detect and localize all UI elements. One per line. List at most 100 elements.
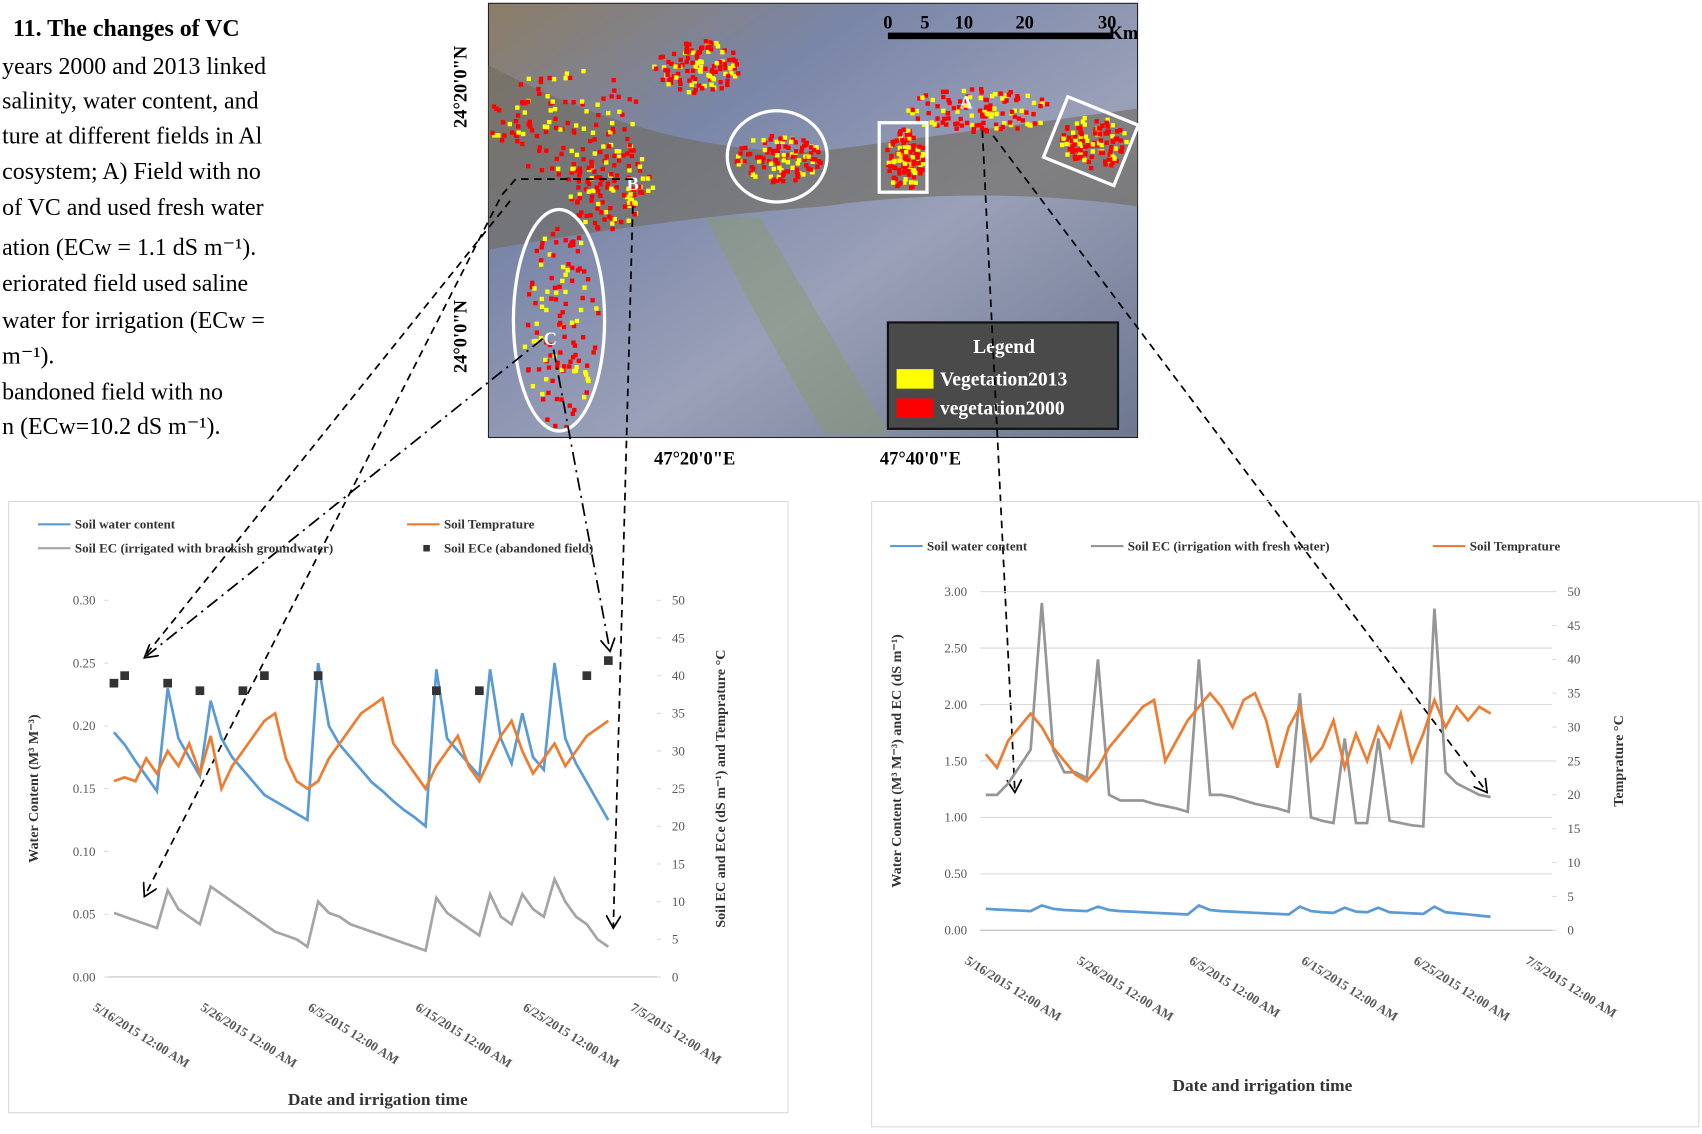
y2-tick-label: 5 — [672, 932, 679, 947]
vegetation-pixel — [993, 122, 999, 127]
vegetation-pixel — [601, 96, 606, 101]
vegetation-pixel — [686, 90, 692, 95]
vegetation-pixel — [888, 164, 893, 169]
vegetation-pixel — [557, 322, 562, 327]
vegetation-pixel — [979, 90, 984, 95]
vegetation-pixel — [567, 75, 573, 81]
x-tick-label: 6/5/2015 12:00 AM — [306, 999, 402, 1067]
vegetation-pixel — [687, 42, 692, 47]
vegetation-pixel — [624, 194, 630, 200]
caption-line: salinity, water content, and — [2, 89, 258, 115]
vegetation-pixel — [677, 78, 682, 83]
vegetation-pixel — [920, 152, 926, 157]
vegetation-pixel — [780, 139, 785, 145]
vegetation-pixel — [895, 183, 900, 189]
vegetation-pixel — [793, 178, 798, 183]
vegetation-pixel — [548, 108, 553, 113]
vegetation-pixel — [561, 324, 567, 330]
map: 24°20'0"N 24°0'0"N 47°20'0"E 47°40'0"E 0 5 10 2… — [451, 2, 1141, 469]
vegetation-pixel — [645, 176, 651, 181]
vegetation-pixel — [906, 145, 911, 150]
vegetation-pixel — [500, 120, 506, 125]
vegetation-pixel — [902, 180, 907, 185]
vegetation-pixel — [583, 219, 588, 225]
y-tick-label: 3.00 — [944, 584, 967, 599]
vegetation-pixel — [616, 154, 622, 160]
data-point — [195, 686, 205, 696]
vegetation-pixel — [703, 38, 709, 44]
vegetation-pixel — [1078, 150, 1083, 155]
vegetation-pixel — [629, 198, 635, 203]
vegetation-pixel — [1074, 121, 1080, 126]
vegetation-pixel — [757, 159, 762, 164]
vegetation-pixel — [610, 126, 616, 132]
vegetation-pixel — [592, 345, 598, 350]
vegetation-pixel — [709, 82, 714, 87]
vegetation-pixel — [961, 88, 967, 94]
vegetation-pixel — [767, 146, 772, 152]
vegetation-pixel — [1067, 147, 1072, 152]
vegetation-pixel — [887, 168, 892, 174]
vegetation-pixel — [885, 147, 890, 153]
vegetation-pixel — [534, 330, 540, 335]
vegetation-pixel — [804, 163, 809, 168]
vegetation-pixel — [994, 111, 999, 117]
vegetation-dots — [490, 38, 1129, 430]
vegetation-pixel — [571, 128, 576, 133]
vegetation-pixel — [560, 310, 565, 315]
legend-label: vegetation2000 — [940, 399, 1065, 420]
vegetation-pixel — [627, 97, 632, 102]
vegetation-pixel — [514, 133, 520, 139]
vegetation-pixel — [494, 106, 499, 111]
y2-axis-title: Soil EC and ECe (dS m⁻¹) and Temprature … — [713, 650, 729, 928]
vegetation-pixel — [568, 194, 574, 199]
vegetation-pixel — [1028, 123, 1033, 128]
vegetation-pixel — [507, 121, 512, 127]
data-point — [238, 686, 248, 696]
vegetation-pixel — [942, 116, 947, 122]
vegetation-pixel — [1073, 148, 1079, 153]
vegetation-pixel — [629, 153, 634, 159]
vegetation-pixel — [693, 76, 698, 82]
vegetation-pixel — [553, 116, 558, 121]
vegetation-pixel — [1007, 120, 1013, 125]
vegetation-pixel — [1120, 145, 1125, 150]
vegetation-pixel — [1093, 131, 1098, 136]
vegetation-pixel — [1072, 154, 1078, 159]
vegetation-pixel — [974, 123, 979, 128]
vegetation-pixel — [536, 367, 542, 372]
vegetation-pixel — [793, 140, 798, 145]
vegetation-pixel — [622, 192, 627, 198]
vegetation-pixel — [816, 149, 821, 155]
vegetation-pixel — [633, 201, 638, 206]
vegetation-pixel — [718, 66, 723, 72]
vegetation-pixel — [536, 86, 541, 92]
vegetation-pixel — [783, 144, 788, 149]
vegetation-pixel — [790, 137, 796, 142]
vegetation-pixel — [799, 145, 805, 151]
vegetation-pixel — [569, 148, 574, 154]
vegetation-pixel — [594, 306, 599, 311]
vegetation-pixel — [693, 87, 698, 93]
vegetation-pixel — [584, 213, 589, 219]
vegetation-pixel — [603, 210, 608, 215]
vegetation-pixel — [1032, 121, 1037, 126]
vegetation-pixel — [569, 278, 575, 283]
vegetation-pixel — [1118, 128, 1123, 133]
vegetation-pixel — [727, 57, 732, 63]
vegetation-pixel — [531, 339, 536, 344]
vegetation-pixel — [1100, 150, 1106, 155]
vegetation-pixel — [911, 135, 916, 141]
vegetation-pixel — [713, 69, 718, 75]
vegetation-pixel — [890, 142, 895, 147]
vegetation-pixel — [687, 78, 692, 83]
vegetation-pixel — [592, 220, 598, 226]
vegetation-pixel — [584, 390, 589, 395]
x-axis-title: Date and irrigation time — [288, 1090, 468, 1109]
vegetation-pixel — [904, 150, 909, 155]
vegetation-pixel — [765, 150, 770, 155]
vegetation-pixel — [903, 156, 908, 162]
vegetation-pixel — [698, 64, 704, 70]
vegetation-pixel — [696, 83, 701, 88]
